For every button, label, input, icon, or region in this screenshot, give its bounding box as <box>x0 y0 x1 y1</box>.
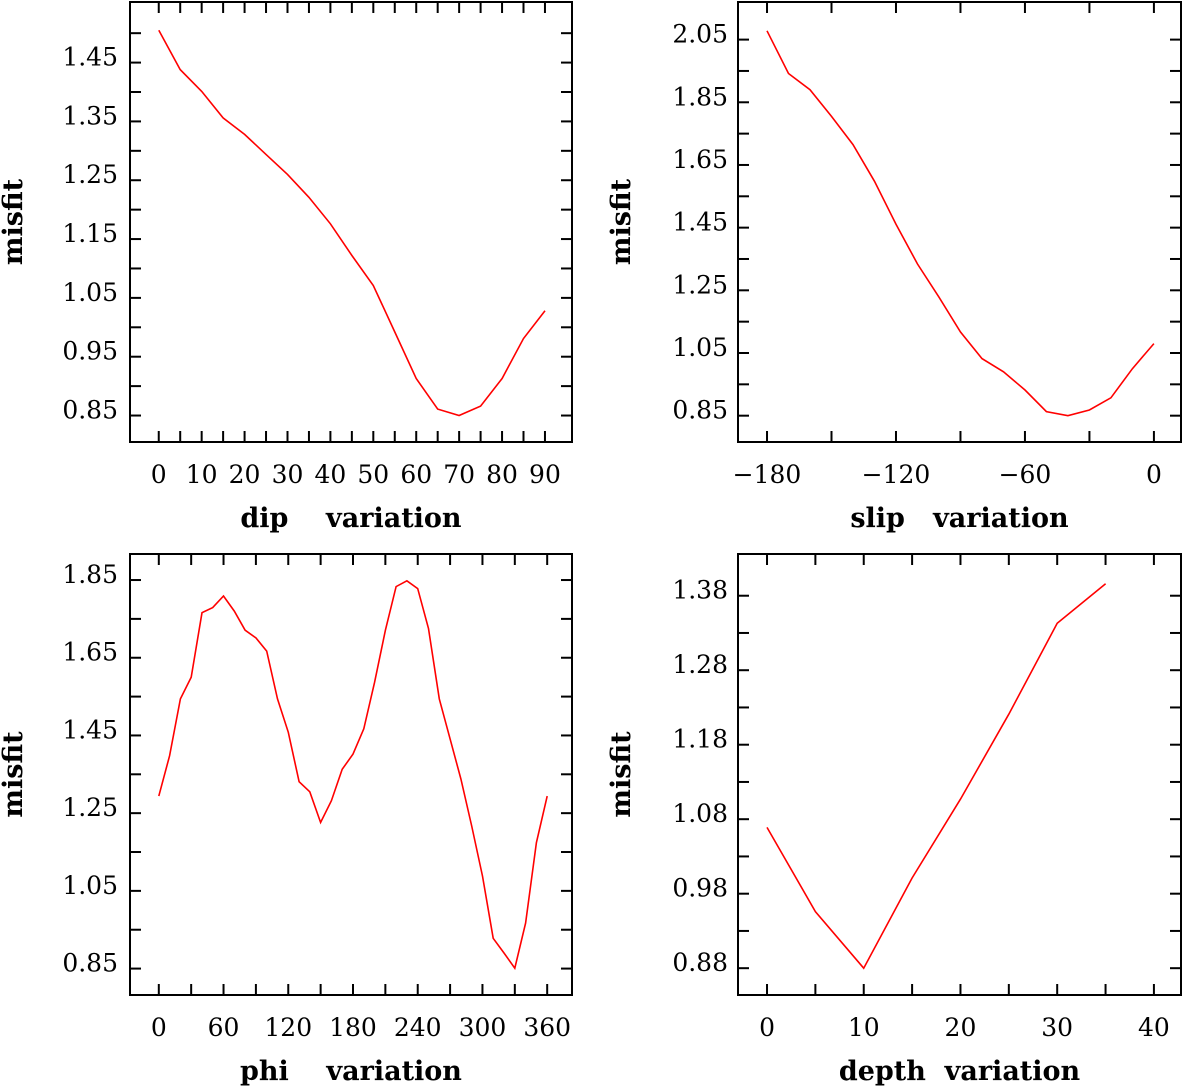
y-tick-label: 0.85 <box>62 949 118 978</box>
y-tick-label: 0.95 <box>62 337 118 366</box>
y-tick-label: 1.85 <box>62 560 118 589</box>
series-line-misfit <box>766 30 1155 417</box>
x-tick-label: 30 <box>272 460 304 489</box>
x-tick-label: −120 <box>862 460 931 489</box>
y-tick-label: 1.35 <box>62 101 118 130</box>
y-tick-label: 1.25 <box>62 160 118 189</box>
x-tick-label: 30 <box>1041 1013 1073 1042</box>
subplot-4: 0 10 20 30 40 1.38 1.28 1.18 1.08 0.98 0.88 depth v… <box>606 553 1182 1086</box>
series-line-misfit <box>766 583 1107 970</box>
subplot-1: 0 10 20 30 40 50 60 70 80 90 1.45 1.35 1.25 1.15 1.05 0… <box>0 1 573 534</box>
y-tick-label: 1.45 <box>672 208 728 237</box>
y-tick-label: 1.05 <box>672 333 728 362</box>
y-tick-label: 1.65 <box>672 145 728 174</box>
subplot-3: 0 60 120 180 240 300 360 1.85 1.65 1.45 1.25 1.05 0.… <box>0 553 573 1086</box>
x-axis-title: dip variation <box>240 503 462 534</box>
x-tick-label: 240 <box>394 1013 442 1042</box>
x-tick-label: 10 <box>848 1013 880 1042</box>
plot-frame <box>737 553 1182 996</box>
x-tick-label: 0 <box>759 1013 775 1042</box>
x-tick-label: 80 <box>486 460 518 489</box>
plot-frame <box>737 1 1182 443</box>
x-tick-label: 0 <box>1146 460 1162 489</box>
x-tick-label: 40 <box>1138 1013 1170 1042</box>
x-tick-label: 0 <box>151 1013 167 1042</box>
x-tick-label: −180 <box>733 460 802 489</box>
x-axis-title: slip variation <box>850 503 1069 534</box>
plot-frame <box>129 553 573 996</box>
y-tick-label: 1.15 <box>62 219 118 248</box>
x-tick-label: 20 <box>229 460 261 489</box>
x-tick-label: 50 <box>357 460 389 489</box>
x-tick-label: 90 <box>529 460 561 489</box>
x-axis-title: depth variation <box>839 1056 1081 1086</box>
y-axis-title: misfit <box>606 178 637 265</box>
series-line-misfit <box>158 579 548 971</box>
x-tick-label: 20 <box>945 1013 977 1042</box>
x-tick-label: 40 <box>314 460 346 489</box>
x-tick-label: −60 <box>999 460 1052 489</box>
x-tick-label: 60 <box>208 1013 240 1042</box>
x-tick-label: 360 <box>523 1013 571 1042</box>
x-tick-label: 300 <box>459 1013 507 1042</box>
y-tick-label: 0.88 <box>672 948 728 977</box>
y-tick-label: 1.25 <box>62 793 118 822</box>
y-tick-label: 1.05 <box>62 278 118 307</box>
y-tick-label: 0.98 <box>672 874 728 903</box>
plot-frame <box>129 1 573 443</box>
y-tick-label: 1.08 <box>672 799 728 828</box>
y-tick-label: 1.85 <box>672 82 728 111</box>
y-axis-title: misfit <box>606 731 637 818</box>
y-tick-label: 1.65 <box>62 638 118 667</box>
x-tick-label: 70 <box>443 460 475 489</box>
subplot-2: −180 −120 −60 0 2.05 1.85 1.65 1.45 1.25 1.05 0.85… <box>606 1 1182 534</box>
y-tick-label: 0.85 <box>62 396 118 425</box>
y-tick-label: 1.45 <box>62 43 118 72</box>
y-tick-label: 1.28 <box>672 650 728 679</box>
x-tick-label: 10 <box>186 460 218 489</box>
y-tick-label: 1.45 <box>62 715 118 744</box>
y-tick-label: 0.85 <box>672 396 728 425</box>
x-tick-label: 60 <box>400 460 432 489</box>
x-tick-label: 180 <box>329 1013 377 1042</box>
y-tick-label: 1.38 <box>672 576 728 605</box>
y-tick-label: 2.05 <box>672 20 728 49</box>
y-tick-label: 1.05 <box>62 871 118 900</box>
y-axis-title: misfit <box>0 731 29 818</box>
x-axis-title: phi variation <box>240 1056 462 1086</box>
y-axis-title: misfit <box>0 178 29 265</box>
x-tick-label: 120 <box>264 1013 312 1042</box>
y-tick-label: 1.25 <box>672 270 728 299</box>
series-line-misfit <box>158 29 546 417</box>
x-tick-label: 0 <box>151 460 167 489</box>
y-tick-label: 1.18 <box>672 725 728 754</box>
